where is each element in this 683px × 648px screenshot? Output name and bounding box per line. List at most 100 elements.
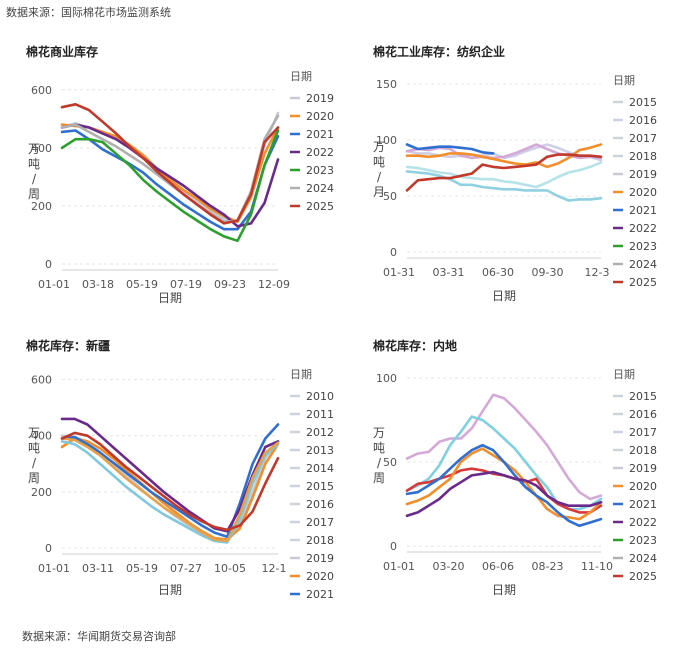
x-tick-label: 05-19 [126, 562, 158, 575]
legend-item[interactable]: 2024 [629, 258, 657, 271]
chart-svg: 棉花库存：内地 0 50 100 01-01 03-20 06-06 08-23 11-10 日期… [373, 338, 657, 597]
legend-item[interactable]: 2020 [629, 186, 657, 199]
legend-item[interactable]: 2023 [629, 534, 657, 547]
x-axis-label: 日期 [158, 291, 182, 305]
legend-item[interactable]: 2021 [306, 128, 334, 141]
x-tick-label: 06-30 [482, 266, 514, 279]
legend-item[interactable]: 2016 [629, 114, 657, 127]
series-line-2023 [60, 129, 280, 243]
legend-item[interactable]: 2021 [629, 498, 657, 511]
x-tick-label: 07-27 [170, 562, 202, 575]
x-tick-label: 03-31 [433, 266, 465, 279]
legend-title: 日期 [290, 70, 312, 83]
chart-panel-industrial: 棉花工业库存：纺织企业 0 50 100 150 01-31 03-31 06-30 09-30… [345, 24, 683, 324]
source-note-bottom: 数据来源：华闻期货交易咨询部 [22, 630, 176, 643]
series-line-2025 [60, 431, 280, 532]
legend-item[interactable]: 2010 [306, 390, 334, 403]
legend-item[interactable]: 2017 [629, 132, 657, 145]
x-tick-label: 01-31 [383, 266, 415, 279]
legend-title: 日期 [613, 74, 635, 87]
legend-item[interactable]: 2024 [629, 552, 657, 565]
legend-item[interactable]: 2023 [306, 164, 334, 177]
series-line-2024 [405, 443, 603, 528]
legend-item[interactable]: 2014 [306, 462, 334, 475]
series-line-2024 [405, 143, 603, 169]
legend-item[interactable]: 2017 [306, 516, 334, 529]
series-line-2025 [405, 153, 603, 192]
chart-title: 棉花库存：新疆 [26, 338, 110, 353]
y-tick-label: 50 [383, 456, 397, 469]
y-tick-label: 100 [376, 134, 397, 147]
chart-panel-xinjiang: 棉花库存：新疆 0 200 400 600 01-01 03-11 05-19 07-27 10-… [0, 318, 340, 618]
legend-item[interactable]: 2020 [629, 480, 657, 493]
series-line-2022 [60, 123, 280, 228]
legend-item[interactable]: 2015 [629, 96, 657, 109]
legend-item[interactable]: 2019 [629, 168, 657, 181]
legend-item[interactable]: 2021 [629, 204, 657, 217]
x-tick-label: 09-30 [532, 266, 564, 279]
legend-item[interactable]: 2025 [629, 570, 657, 583]
y-tick-label: 200 [31, 200, 52, 213]
x-tick-label: 05-19 [126, 278, 158, 291]
chart-panel-commercial: 棉花商业库存 0 200 400 600 01-01 03-18 05-19 07-19 09-2… [0, 24, 340, 324]
legend-item[interactable]: 2018 [629, 150, 657, 163]
x-tick-label: 03-20 [433, 560, 465, 573]
legend-item[interactable]: 2022 [629, 222, 657, 235]
legend-item[interactable]: 2016 [306, 498, 334, 511]
y-axis-label: 万吨/月 [373, 140, 385, 199]
y-axis-label: 万吨/周 [28, 426, 40, 485]
chart-svg: 棉花工业库存：纺织企业 0 50 100 150 01-31 03-31 06-30 09-30… [373, 44, 657, 303]
legend-item[interactable]: 2018 [629, 444, 657, 457]
legend-item[interactable]: 2022 [306, 146, 334, 159]
legend-item[interactable]: 2020 [306, 110, 334, 123]
legend-item[interactable]: 2019 [306, 552, 334, 565]
source-note-top: 数据来源：国际棉花市场监测系统 [6, 6, 171, 19]
legend-item[interactable]: 2015 [629, 390, 657, 403]
legend-title: 日期 [613, 368, 635, 381]
chart-title: 棉花库存：内地 [373, 338, 457, 353]
series-line-2023 [60, 440, 280, 544]
series-line-2021 [60, 423, 280, 539]
legend-item[interactable]: 2020 [306, 570, 334, 583]
y-axis-label: 万吨/周 [373, 426, 385, 485]
legend-item[interactable]: 2022 [629, 516, 657, 529]
y-tick-label: 0 [390, 540, 397, 553]
series-line-2022 [60, 417, 280, 533]
x-tick-label: 07-19 [170, 278, 202, 291]
x-tick-label: 01-01 [38, 278, 70, 291]
legend-item[interactable]: 2017 [629, 426, 657, 439]
y-tick-label: 0 [45, 542, 52, 555]
y-tick-label: 50 [383, 190, 397, 203]
chart-title: 棉花商业库存 [26, 44, 98, 59]
series-line-2022 [405, 170, 603, 202]
x-tick-label: 01-01 [38, 562, 70, 575]
legend-item[interactable]: 2018 [306, 534, 334, 547]
y-tick-label: 400 [31, 142, 52, 155]
y-tick-label: 100 [376, 372, 397, 385]
series-line-2025 [60, 103, 280, 225]
x-tick-label: 12-3 [585, 266, 610, 279]
legend-item[interactable]: 2013 [306, 444, 334, 457]
legend-title: 日期 [290, 368, 312, 381]
legend-item[interactable]: 2012 [306, 426, 334, 439]
y-tick-label: 0 [45, 258, 52, 271]
x-axis-label: 日期 [492, 289, 516, 303]
legend-item[interactable]: 2024 [306, 182, 334, 195]
x-tick-label: 03-11 [82, 562, 114, 575]
series-line-2025 [405, 470, 603, 518]
legend-item[interactable]: 2025 [629, 276, 657, 289]
series-line-2021 [60, 129, 280, 231]
y-tick-label: 600 [31, 84, 52, 97]
legend-item[interactable]: 2025 [306, 200, 334, 213]
legend-item[interactable]: 2011 [306, 408, 334, 421]
x-tick-label: 06-06 [482, 560, 514, 573]
legend-item[interactable]: 2021 [306, 588, 334, 601]
legend-item[interactable]: 2015 [306, 480, 334, 493]
legend-item[interactable]: 2019 [306, 92, 334, 105]
chart-svg: 棉花商业库存 0 200 400 600 01-01 03-18 05-19 07-19 09-2… [26, 44, 334, 305]
legend-item[interactable]: 2023 [629, 240, 657, 253]
legend-item[interactable]: 2016 [629, 408, 657, 421]
chart-svg: 棉花库存：新疆 0 200 400 600 01-01 03-11 05-19 07-27 10-… [26, 338, 334, 601]
series-line-2023 [405, 161, 603, 189]
legend-item[interactable]: 2019 [629, 462, 657, 475]
